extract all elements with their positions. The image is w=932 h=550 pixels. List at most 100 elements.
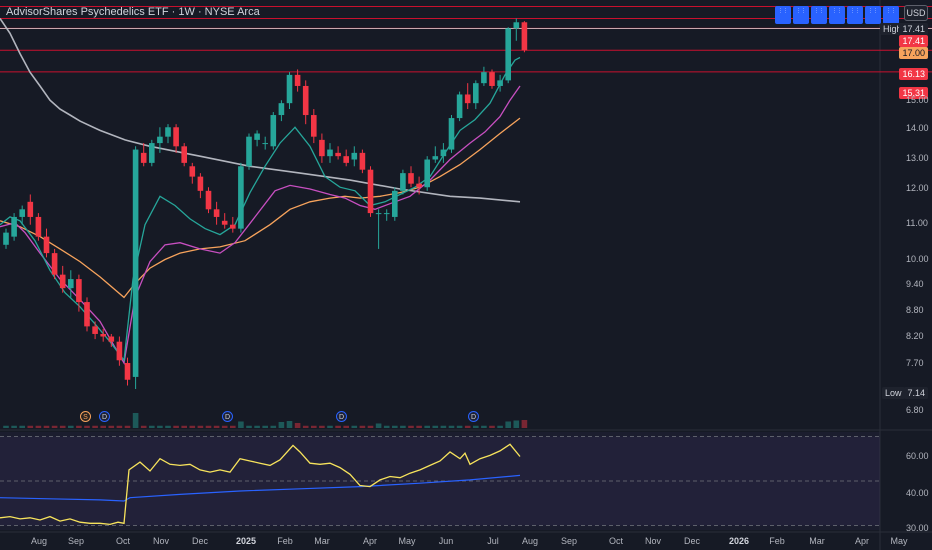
candle-body [473,83,479,104]
time-label: Aug [30,536,48,546]
volume-bar [157,425,163,428]
candle-body [76,279,82,303]
volume-bar [319,425,325,428]
dividend-event-icon[interactable]: D [468,411,479,422]
candle-body [165,127,171,137]
candle-body [132,149,139,377]
toolbar-icon-6[interactable]: ⋮⋮ [865,6,881,24]
candle-body [84,302,90,327]
currency-button[interactable]: USD [904,5,928,21]
volume-bar [132,413,139,428]
ema-green-line [0,56,521,362]
toolbar-icon-7[interactable]: ⋮⋮ [883,6,899,24]
high-value-tag: 17.41 [899,23,928,35]
volume-bar [489,425,495,428]
dividend-event-icon[interactable]: D [222,411,233,422]
candle-body [246,136,252,167]
rsi-tick: 30.00 [906,523,929,533]
candle-body [197,176,204,191]
candle-body [51,253,58,275]
volume-bar [19,425,25,428]
candle-body [35,216,42,237]
ema-orange-line [0,117,521,299]
volume-bar [408,425,414,428]
toolbar-icon-2[interactable]: ⋮⋮ [793,6,809,24]
candle-body [424,159,430,188]
candle-body [343,156,349,163]
time-label: Mar [314,536,330,546]
candle-body [27,201,34,217]
candle-body [497,80,503,86]
candle-body [108,336,115,342]
price-tick: 6.80 [906,405,924,415]
volume-bar [189,425,196,428]
time-label: 2026 [728,536,750,546]
volume-bar [294,423,301,428]
candle-body [213,209,220,217]
volume-bar [383,425,390,428]
time-label: May [890,536,908,546]
dividend-event-icon[interactable]: D [99,411,110,422]
candle-body [351,152,358,160]
candle-body [294,74,301,86]
candle-body [270,115,277,147]
volume-bar [68,425,74,428]
time-label: Apr [362,536,378,546]
toolbar-icon-3[interactable]: ⋮⋮ [811,6,827,24]
time-label: Dec [191,536,209,546]
candle-body [464,94,471,104]
toolbar-icons: ⋮⋮ ⋮⋮ ⋮⋮ ⋮⋮ ⋮⋮ ⋮⋮ ⋮⋮ [775,6,899,24]
volume-bar [92,425,98,428]
volume-bar [481,425,487,428]
volume-bar [213,425,220,428]
ema-purple-line [0,85,521,365]
candle-body [173,127,179,147]
volume-bar [149,425,155,428]
split-event-icon[interactable]: S [80,411,91,422]
time-label: Apr [854,536,870,546]
candle-body [392,190,398,217]
volume-bar [505,421,511,428]
price-tick: 8.80 [906,305,924,315]
candle-body [375,213,382,215]
candle-body [513,22,520,29]
volume-bar [473,425,479,428]
price-tick: 15.00 [906,95,929,105]
toolbar-icon-1[interactable]: ⋮⋮ [775,6,791,24]
volume-bar [100,425,106,428]
time-label: Sep [67,536,85,546]
volume-bar [254,425,260,428]
candle-body [189,166,196,177]
candle-body [92,326,98,334]
volume-bar [197,425,204,428]
candle-body [157,136,163,144]
candle-body [383,213,390,215]
candle-body [481,72,487,84]
candle-body [181,146,187,163]
volume-bar [278,422,285,428]
toolbar-icon-4[interactable]: ⋮⋮ [829,6,845,24]
toolbar-icon-5[interactable]: ⋮⋮ [847,6,863,24]
volume-bar [35,425,42,428]
candle-body [286,74,293,104]
price-tick: 10.00 [906,254,929,264]
volume-bar [335,425,341,428]
time-label: Oct [115,536,131,546]
chart-title: AdvisorShares Psychedelics ETF · 1W · NY… [6,6,260,18]
last-price-tag: 17.00 [899,47,928,59]
volume-bar [3,425,9,428]
volume-bar [351,425,358,428]
high-label: High [880,23,905,35]
price-tick: 11.00 [906,218,928,228]
candle-body [11,216,17,237]
candle-body [205,190,212,210]
candle-body [43,236,50,254]
volume-bar [76,425,82,428]
rsi-ma-line [0,474,521,502]
candle-body [149,143,155,163]
candle-body [124,363,131,380]
volume-bar [432,425,439,428]
dividend-event-icon[interactable]: D [336,411,347,422]
volume-bar [513,420,520,428]
